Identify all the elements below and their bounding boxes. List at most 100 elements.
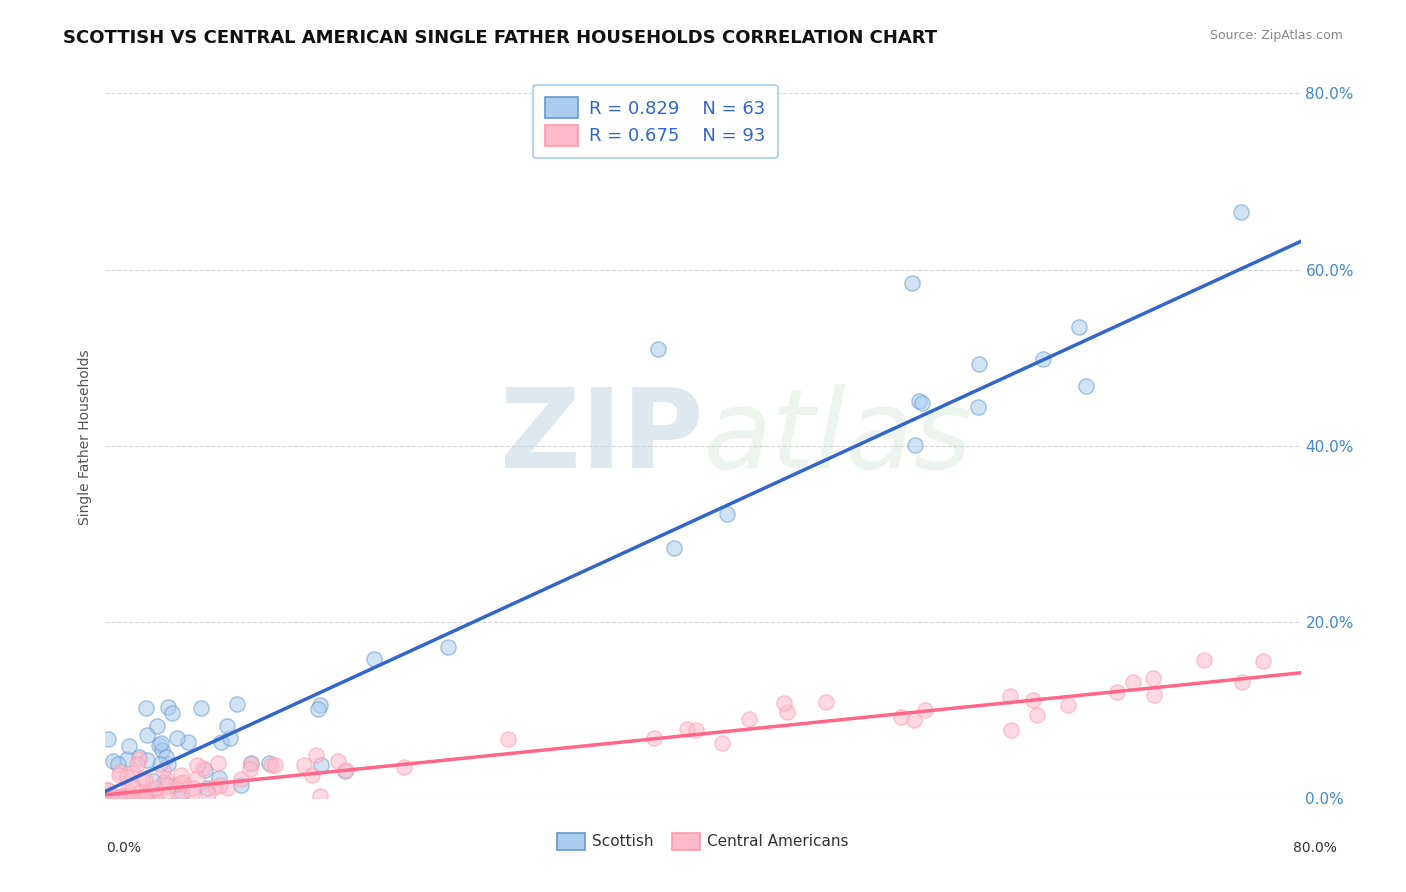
Point <box>146 719 169 733</box>
Point <box>136 728 159 742</box>
Point <box>208 772 231 786</box>
Point <box>208 778 231 792</box>
Point <box>890 709 912 723</box>
Point <box>1067 320 1090 334</box>
Point <box>115 770 138 784</box>
Point <box>170 768 193 782</box>
Point <box>814 694 837 708</box>
Point <box>148 757 170 772</box>
Point <box>138 791 160 805</box>
Point <box>108 789 131 804</box>
Point <box>157 779 180 793</box>
Point <box>305 748 328 763</box>
Point <box>167 791 190 805</box>
Point <box>96 791 118 805</box>
Point <box>134 772 156 787</box>
Point <box>738 712 761 726</box>
Point <box>155 749 177 764</box>
Point <box>105 791 128 805</box>
Point <box>160 706 183 720</box>
Point <box>111 789 134 804</box>
Point <box>166 731 188 746</box>
Y-axis label: Single Father Households: Single Father Households <box>79 350 93 524</box>
Point <box>118 739 141 753</box>
Point <box>647 342 669 356</box>
Point <box>307 702 329 716</box>
Point <box>904 438 927 452</box>
Point <box>115 752 138 766</box>
Point <box>193 761 215 775</box>
Point <box>643 731 665 745</box>
Point <box>662 541 685 555</box>
Point <box>1000 723 1022 738</box>
Point <box>107 768 129 782</box>
Point <box>112 791 135 805</box>
Point <box>181 780 204 795</box>
Text: 80.0%: 80.0% <box>1292 841 1337 855</box>
Point <box>1192 652 1215 666</box>
Point <box>97 791 120 805</box>
Point <box>204 780 226 794</box>
Point <box>156 757 179 772</box>
Point <box>301 767 323 781</box>
Point <box>716 508 738 522</box>
Point <box>901 276 924 290</box>
Point <box>150 743 173 757</box>
Point <box>1026 708 1049 723</box>
Point <box>263 757 285 772</box>
Point <box>156 699 179 714</box>
Point <box>125 791 148 805</box>
Point <box>710 736 733 750</box>
Point <box>111 791 134 805</box>
Point <box>98 791 121 805</box>
Point <box>240 756 263 770</box>
Point <box>142 774 165 789</box>
Point <box>1076 378 1098 392</box>
Point <box>145 791 167 805</box>
Point <box>155 772 177 787</box>
Point <box>496 731 519 746</box>
Point <box>676 723 699 737</box>
Point <box>775 706 797 720</box>
Point <box>180 788 202 802</box>
Point <box>100 791 122 805</box>
Point <box>143 781 166 796</box>
Point <box>772 697 794 711</box>
Point <box>1032 351 1054 366</box>
Point <box>335 763 357 777</box>
Point <box>125 757 148 772</box>
Point <box>186 771 208 785</box>
Point <box>309 789 332 803</box>
Point <box>172 775 194 789</box>
Point <box>97 782 120 797</box>
Point <box>1143 688 1166 702</box>
Point <box>335 764 357 778</box>
Point <box>215 719 238 733</box>
Point <box>114 791 136 805</box>
Point <box>100 791 122 805</box>
Point <box>309 757 332 772</box>
Point <box>910 396 932 410</box>
Point <box>908 393 931 408</box>
Point <box>100 791 122 805</box>
Point <box>117 783 139 797</box>
Point <box>96 783 118 797</box>
Point <box>998 689 1021 703</box>
Point <box>101 789 124 804</box>
Point <box>436 640 458 655</box>
Point <box>1229 205 1253 219</box>
Point <box>96 791 118 805</box>
Point <box>309 698 332 712</box>
Point <box>190 701 212 715</box>
Point <box>107 757 129 772</box>
Point <box>225 698 247 712</box>
Point <box>215 781 238 796</box>
Point <box>121 779 143 793</box>
Point <box>131 791 153 805</box>
Point <box>128 749 150 764</box>
Point <box>107 791 129 805</box>
Point <box>170 786 193 800</box>
Point <box>326 754 349 768</box>
Point <box>139 782 162 797</box>
Point <box>685 723 707 737</box>
